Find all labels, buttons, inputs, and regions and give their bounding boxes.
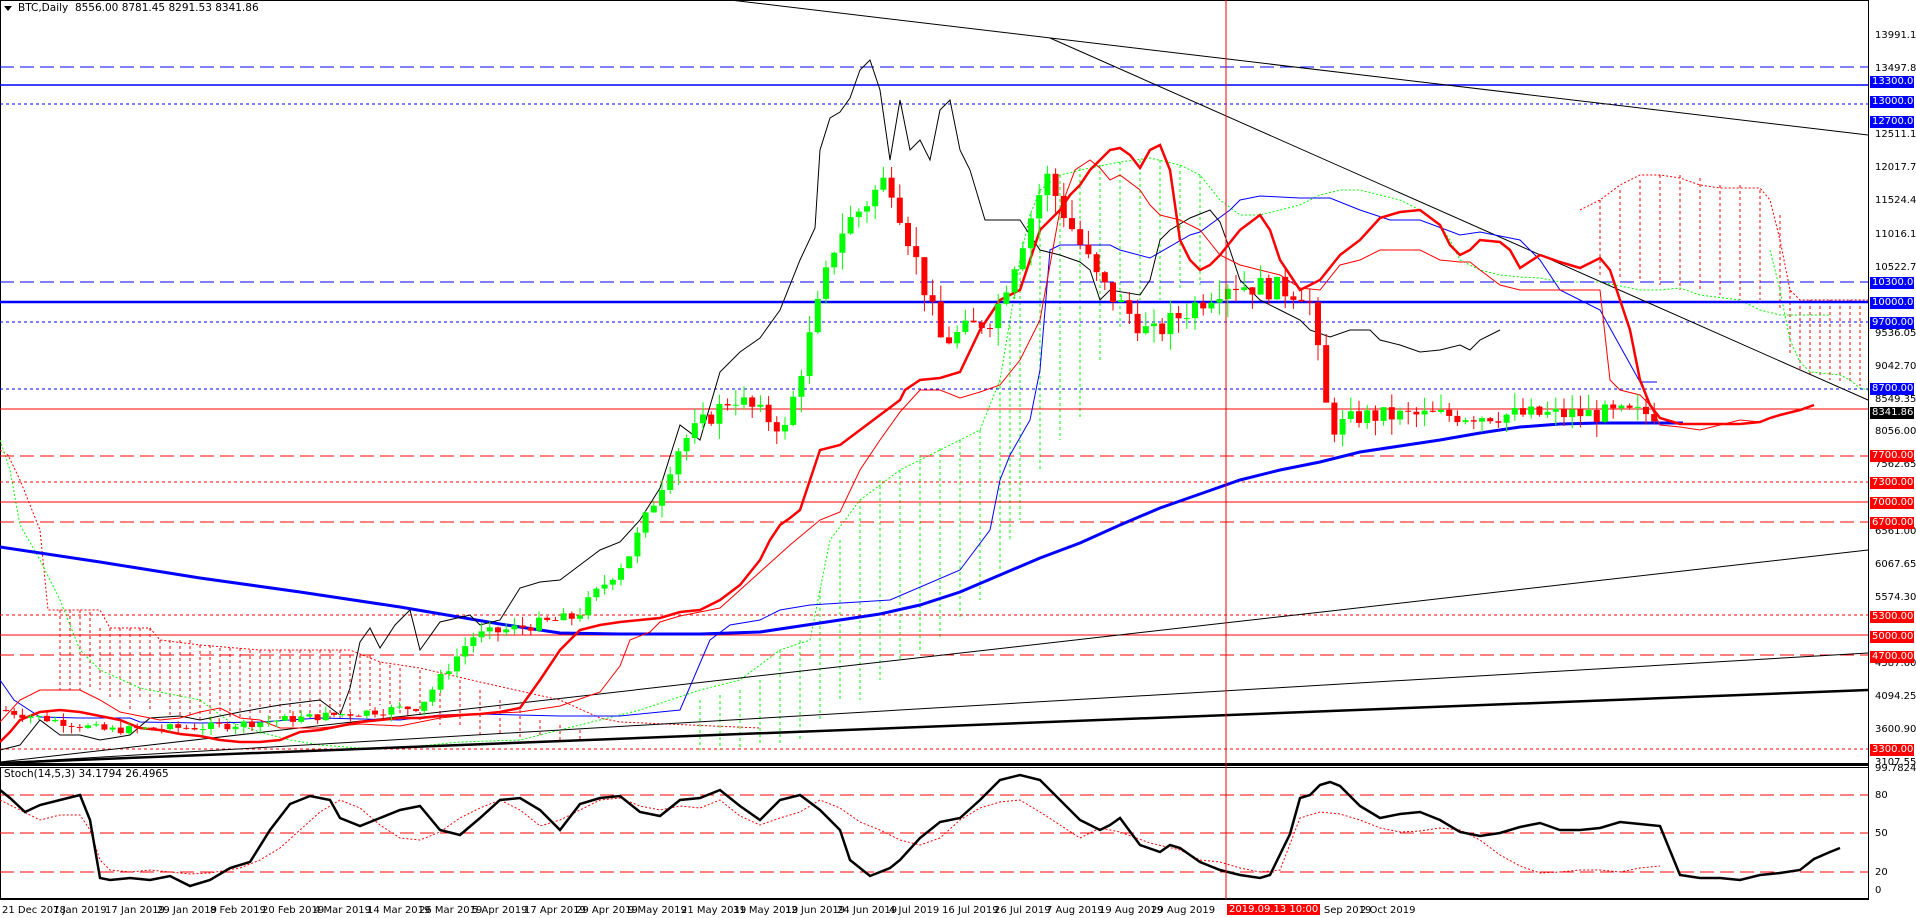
level-tag: 7000.00 [1870, 497, 1914, 509]
date-tick-label: 16 Jul 2019 [942, 905, 999, 916]
stoch-tick-label: 99.7824 [1875, 763, 1916, 774]
price-tick-label: 9042.70 [1875, 360, 1916, 372]
level-tag: 3300.00 [1870, 744, 1914, 757]
price-tick-label: 11524.40 [1875, 194, 1916, 206]
price-tick-label: 11016.10 [1875, 228, 1916, 240]
date-tick-label: 26 Jul 2019 [994, 905, 1051, 916]
symbol-label: BTC,Daily [18, 2, 69, 14]
date-tick-label: 31 May 2019 [733, 905, 799, 916]
level-tag: 10000.00 [1870, 296, 1916, 309]
level-tag: 7300.00 [1870, 476, 1914, 489]
horizontal-levels [0, 66, 1868, 750]
candlestick-series [3, 165, 1658, 736]
trendlines [0, 0, 1869, 765]
stoch-header: Stoch(14,5,3) 34.1794 26.4965 [4, 768, 169, 780]
date-tick-label: 19 Aug 2019 [1099, 905, 1164, 916]
level-tag: 7700.00 [1870, 450, 1914, 463]
price-tick-label: 13991.15 [1875, 30, 1916, 41]
price-tick-label: 5574.30 [1875, 592, 1916, 604]
level-tag: 13300.00 [1870, 76, 1916, 89]
price-tick-label: 6561.00 [1875, 526, 1916, 538]
price-tick-label: 10522.75 [1875, 261, 1916, 273]
current-price-tag: 8341.86 [1870, 407, 1914, 420]
level-tag: 12700.00 [1870, 116, 1916, 129]
price-tick-label: 8056.00 [1875, 426, 1916, 438]
senkou-a-right [1769, 249, 1869, 391]
stoch-signal-line [0, 797, 1661, 875]
date-tick-label: 7 Jan 2019 [53, 905, 107, 916]
conversion-line-thick [0, 143, 1815, 744]
date-tick-label: 24 Jun 2019 [837, 905, 898, 916]
date-tick-label: 9 May 2019 [628, 905, 687, 916]
price-tick-label: 12511.10 [1875, 128, 1916, 140]
date-tick-label: 29 Aug 2019 [1151, 905, 1216, 916]
price-tick-label: 4094.25 [1875, 691, 1916, 703]
date-tick-label: 5 Apr 2019 [472, 905, 528, 916]
stoch-tick-label: 80 [1875, 790, 1888, 801]
price-tick-label: 6067.65 [1875, 559, 1916, 571]
date-tick-label: 7 Aug 2019 [1046, 905, 1104, 916]
tenkan-line [0, 159, 1761, 729]
price-tick-label: 13497.80 [1875, 62, 1916, 74]
date-tick-label: 20 Sep 2019 [1308, 905, 1372, 916]
level-tag: 8700.00 [1870, 383, 1914, 396]
date-tick-label: 8 Feb 2019 [210, 905, 266, 916]
price-tick-label: 3107.55 [1875, 757, 1916, 769]
chikou-span-line [0, 59, 1501, 751]
level-tag: 6700.00 [1870, 517, 1914, 530]
date-tick-label: 14 Mar 2019 [367, 905, 431, 916]
date-tick-label: 29 Jan 2019 [157, 905, 217, 916]
main-panel-frame [0, 0, 1869, 764]
date-tick-label: 20 Feb 2019 [262, 905, 325, 916]
price-tick-label: 9536.05 [1875, 327, 1916, 339]
price-tick-label: 12017.75 [1875, 161, 1916, 173]
price-tick-label: 3600.90 [1875, 724, 1916, 736]
level-tag: 4700.00 [1870, 650, 1914, 663]
ichimoku-cloud-left [59, 610, 581, 742]
kijun-line [0, 195, 1657, 724]
date-tick-label: 26 Mar 2019 [419, 905, 483, 916]
level-tag: 13000.00 [1870, 96, 1916, 109]
stoch-tick-label: 0 [1875, 885, 1882, 896]
price-tick-label: 4587.60 [1875, 658, 1916, 670]
moving-average-line [0, 421, 1683, 636]
ohlc-values: 8556.00 8781.45 8291.53 8341.86 [74, 2, 259, 14]
ichimoku-cloud-right [1599, 175, 1861, 386]
date-tick-label: 4 Jul 2019 [889, 905, 940, 916]
level-tag: 10300.00 [1870, 276, 1916, 289]
ichimoku-cloud-green [699, 160, 1201, 750]
date-tick-label: 2 Oct 2019 [1360, 905, 1416, 916]
date-tick-label: 21 May 2019 [681, 905, 747, 916]
price-tick-label: 7562.65 [1875, 459, 1916, 471]
date-tick-label: 29 Apr 2019 [576, 905, 638, 916]
stoch-levels [0, 794, 1868, 873]
level-tag: 5300.00 [1870, 610, 1914, 623]
cursor-time-tag: 2019.09.13 10:00 [1227, 904, 1321, 915]
date-tick-label: 12 Jun 2019 [785, 905, 846, 916]
level-tag: 9700.00 [1870, 316, 1914, 329]
chart-header[interactable]: BTC,Daily 8556.00 8781.45 8291.53 8341.8… [4, 2, 259, 14]
date-tick-label: 17 Jan 2019 [105, 905, 165, 916]
senkou-b-right [1579, 174, 1868, 301]
stoch-tick-label: 20 [1875, 867, 1888, 878]
level-tag: 5000.00 [1870, 630, 1914, 643]
date-tick-label: 21 Dec 2018 [2, 905, 66, 916]
date-tick-label: 4 Mar 2019 [314, 905, 372, 916]
collapse-triangle-icon[interactable] [4, 5, 12, 11]
stoch-main-line [0, 773, 1841, 888]
stoch-tick-label: 50 [1875, 828, 1888, 839]
price-tick-label: 8549.35 [1875, 393, 1916, 405]
date-tick-label: 17 Apr 2019 [524, 905, 586, 916]
